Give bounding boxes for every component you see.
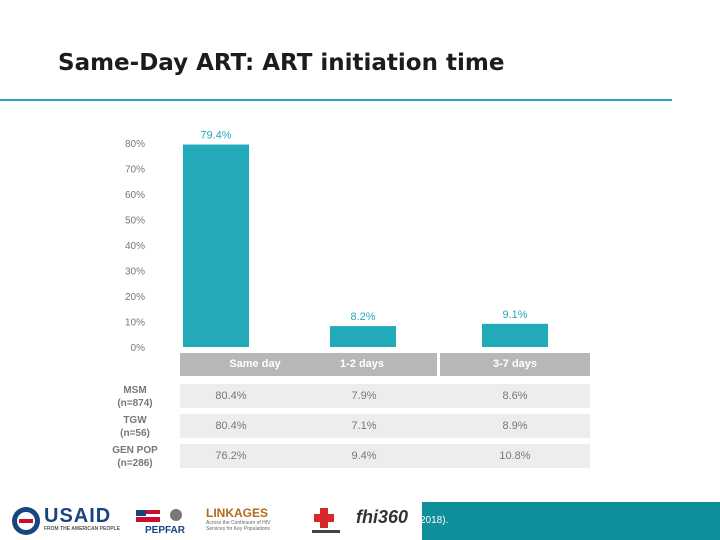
column-header-1-2-days: 1-2 days xyxy=(287,353,437,376)
table-cell: 80.4% xyxy=(215,390,247,402)
bar xyxy=(183,144,249,347)
table-cell: 7.1% xyxy=(351,420,377,432)
table-cell: 80.4% xyxy=(215,420,247,432)
fhi360-wordmark: fhi360 xyxy=(356,507,409,527)
flag-icon xyxy=(136,509,182,522)
slide-title: Same-Day ART: ART initiation time xyxy=(58,50,505,76)
y-tick-label: 10% xyxy=(125,318,145,329)
pepfar-logo: PEPFAR xyxy=(134,506,196,536)
y-tick-label: 40% xyxy=(125,241,145,252)
y-tick-label: 70% xyxy=(125,165,145,176)
table-cell: 7.9% xyxy=(351,390,377,402)
bar-value-label: 8.2% xyxy=(350,311,375,323)
bar xyxy=(482,323,548,347)
usaid-tagline: FROM THE AMERICAN PEOPLE xyxy=(44,526,120,532)
usaid-logo: USAID FROM THE AMERICAN PEOPLE xyxy=(44,506,120,536)
table-row xyxy=(180,384,590,408)
y-tick-label: 50% xyxy=(125,216,145,227)
row-label-line1: MSM xyxy=(123,385,147,396)
y-tick-label: 0% xyxy=(131,343,146,354)
usaid-wordmark: USAID xyxy=(44,505,112,527)
row-label-line2: (n=286) xyxy=(117,458,153,469)
linkages-wordmark: LINKAGES xyxy=(206,506,269,520)
table-cell: 76.2% xyxy=(215,450,247,462)
column-header-3-7-days: 3-7 days xyxy=(440,353,590,376)
linkages-tagline: Across the Continuum of HIV Services for… xyxy=(206,520,271,532)
row-label-line2: (n=874) xyxy=(117,398,153,409)
row-label-line1: TGW xyxy=(123,415,147,426)
table-cell: 10.8% xyxy=(499,450,531,462)
row-label-tgw: TGW (n=56) xyxy=(92,414,178,440)
y-tick-label: 30% xyxy=(125,267,145,278)
title-divider xyxy=(0,99,672,101)
pepfar-wordmark: PEPFAR xyxy=(144,525,185,536)
table-cell: 9.4% xyxy=(351,450,377,462)
table-cell: 8.6% xyxy=(502,390,528,402)
bar-value-label: 9.1% xyxy=(502,309,527,321)
y-tick-label: 20% xyxy=(125,292,145,303)
red-cross-logo xyxy=(306,506,346,536)
linkages-logo: LINKAGES Across the Continuum of HIV Ser… xyxy=(206,506,292,536)
bar xyxy=(330,326,396,347)
table-row xyxy=(180,414,590,438)
y-tick-label: 80% xyxy=(125,139,145,150)
footer-teal-bar xyxy=(422,502,720,540)
row-label-line1: GEN POP xyxy=(112,445,158,456)
bar-value-label: 79.4% xyxy=(200,130,231,142)
table-row xyxy=(180,444,590,468)
row-label-line2: (n=56) xyxy=(120,428,150,439)
row-label-msm: MSM (n=874) xyxy=(92,384,178,410)
table-cell: 8.9% xyxy=(502,420,528,432)
row-label-gen-pop: GEN POP (n=286) xyxy=(92,444,178,470)
footer-citation-text: 2018). xyxy=(420,515,449,526)
fhi360-logo: fhi360 xyxy=(356,506,418,536)
usaid-seal-icon xyxy=(10,506,42,536)
y-tick-label: 60% xyxy=(125,190,145,201)
